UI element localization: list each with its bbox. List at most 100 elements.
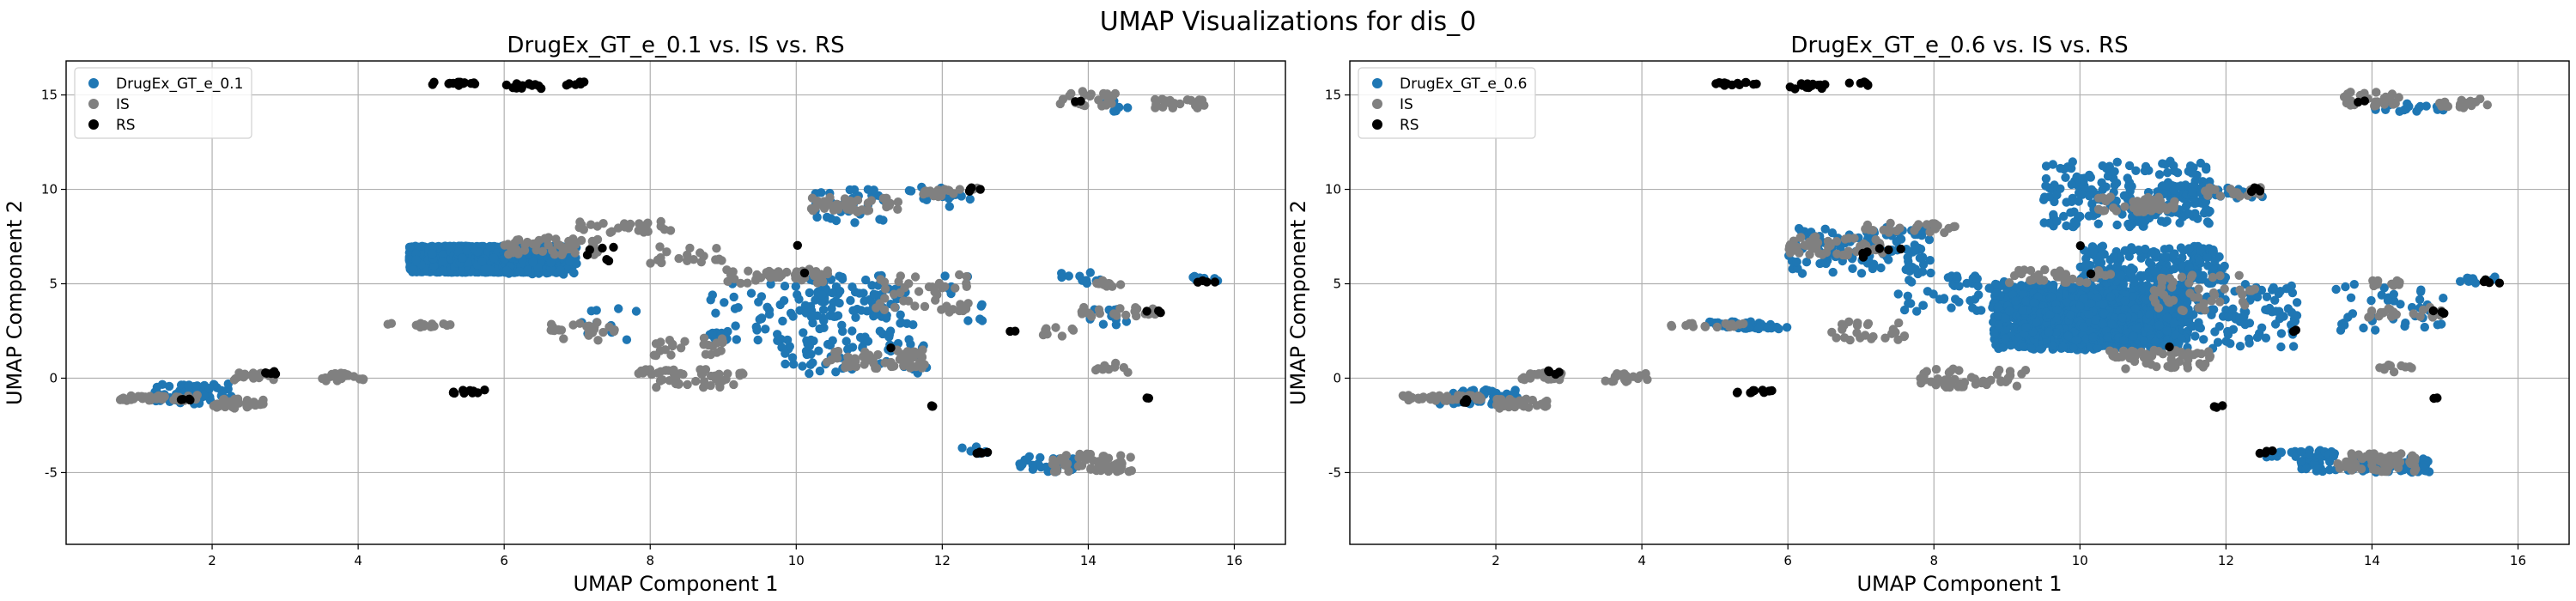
- scatter-point: [1099, 88, 1109, 99]
- scatter-point: [576, 79, 586, 89]
- scatter-point: [2160, 252, 2170, 262]
- scatter-point: [691, 376, 701, 386]
- scatter-point: [325, 372, 336, 381]
- scatter-point: [1051, 323, 1060, 332]
- y-tick-label: 5: [49, 276, 58, 292]
- scatter-point: [862, 206, 872, 216]
- scatter-point: [564, 236, 574, 246]
- scatter-point: [855, 332, 866, 343]
- scatter-point: [792, 267, 801, 276]
- scatter-point: [572, 258, 581, 269]
- scatter-point: [963, 316, 973, 325]
- scatter-point: [2016, 281, 2026, 290]
- scatter-point: [849, 185, 860, 195]
- scatter-point: [805, 360, 816, 369]
- scatter-point: [799, 268, 810, 278]
- x-tick-label: 8: [646, 553, 654, 568]
- scatter-point: [2062, 197, 2071, 207]
- scatter-point: [823, 339, 833, 349]
- scatter-point: [638, 368, 648, 378]
- scatter-point: [2160, 245, 2169, 254]
- scatter-point: [2196, 246, 2205, 255]
- scatter-point: [204, 384, 215, 393]
- scatter-point: [940, 271, 950, 281]
- scatter-point: [2032, 318, 2041, 327]
- scatter-point: [2088, 332, 2098, 342]
- scatter-point: [2001, 334, 2010, 343]
- scatter-point: [841, 337, 851, 346]
- scatter-point: [438, 257, 447, 266]
- scatter-point: [665, 226, 676, 235]
- scatter-point: [848, 343, 858, 352]
- scatter-point: [592, 318, 602, 327]
- scatter-point: [917, 363, 927, 373]
- scatter-point: [485, 241, 495, 252]
- scatter-point: [1123, 103, 1133, 112]
- scatter-point: [926, 186, 935, 196]
- scatter-point: [914, 287, 924, 296]
- scatter-point: [1103, 453, 1114, 463]
- scatter-point: [1078, 87, 1088, 96]
- scatter-point: [2063, 297, 2073, 307]
- scatter-point: [625, 219, 635, 229]
- scatter-point: [924, 282, 934, 292]
- scatter-point: [716, 346, 726, 355]
- scatter-point: [244, 401, 253, 410]
- scatter-point: [875, 215, 884, 224]
- scatter-point: [1098, 319, 1109, 329]
- scatter-point: [2210, 256, 2220, 266]
- scatter-point: [708, 290, 717, 300]
- scatter-point: [1018, 458, 1027, 468]
- scatter-point: [2160, 266, 2170, 276]
- scatter-point: [2202, 253, 2212, 263]
- scatter-point: [753, 335, 762, 345]
- scatter-point: [798, 361, 807, 371]
- scatter-point: [215, 401, 224, 411]
- scatter-point: [419, 321, 428, 331]
- series-3-points: [176, 77, 1220, 458]
- scatter-point: [465, 385, 475, 395]
- scatter-point: [2052, 305, 2062, 314]
- legend-label: RS: [116, 117, 136, 134]
- scatter-point: [152, 382, 162, 392]
- scatter-point: [718, 376, 727, 385]
- scatter-point: [811, 295, 820, 305]
- scatter-point: [1154, 306, 1163, 316]
- scatter-point: [799, 328, 808, 337]
- scatter-point: [515, 267, 525, 276]
- scatter-point: [982, 447, 993, 457]
- scatter-point: [830, 347, 840, 357]
- scatter-point: [199, 392, 210, 401]
- scatter-point: [793, 240, 802, 250]
- scatter-point: [711, 308, 720, 318]
- scatter-point: [501, 265, 512, 276]
- scatter-point: [957, 443, 967, 452]
- scatter-point: [241, 370, 251, 380]
- scatter-point: [706, 380, 715, 391]
- scatter-point: [550, 250, 559, 259]
- scatter-point: [845, 360, 855, 370]
- scatter-point: [544, 240, 553, 250]
- scatter-point: [736, 278, 745, 288]
- scatter-point: [234, 370, 244, 379]
- scatter-point: [896, 310, 905, 319]
- scatter-point: [902, 347, 913, 356]
- scatter-point: [1132, 304, 1142, 313]
- scatter-point: [2045, 310, 2055, 319]
- scatter-point: [712, 244, 721, 253]
- scatter-point: [1104, 365, 1114, 374]
- scatter-point: [2150, 266, 2160, 276]
- scatter-point: [848, 306, 858, 315]
- scatter-point: [658, 375, 667, 385]
- scatter-point: [2061, 173, 2070, 182]
- scatter-point: [817, 290, 827, 300]
- scatter-point: [701, 349, 711, 359]
- scatter-point: [873, 349, 883, 360]
- scatter-point: [2018, 306, 2027, 315]
- scatter-point: [945, 307, 954, 317]
- scatter-point: [746, 288, 756, 298]
- scatter-point: [2093, 343, 2103, 353]
- scatter-point: [866, 355, 875, 365]
